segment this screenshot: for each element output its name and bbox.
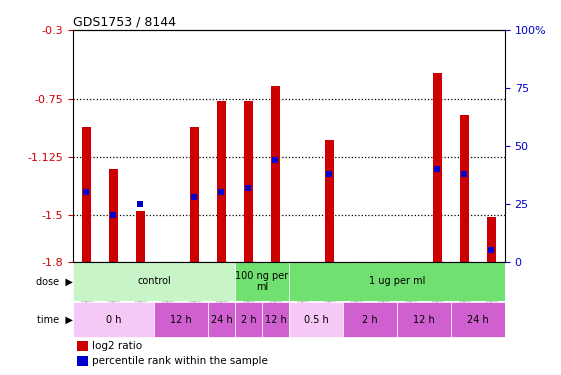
- Text: 12 h: 12 h: [265, 315, 286, 324]
- Text: 24 h: 24 h: [210, 315, 232, 324]
- Text: 2 h: 2 h: [362, 315, 378, 324]
- Text: 2 h: 2 h: [241, 315, 256, 324]
- Bar: [217, 101, 226, 262]
- Bar: [451, 302, 505, 337]
- Bar: [397, 302, 451, 337]
- Bar: [190, 127, 199, 262]
- Text: percentile rank within the sample: percentile rank within the sample: [93, 356, 268, 366]
- Bar: [235, 302, 262, 337]
- Bar: [487, 217, 496, 262]
- Bar: [289, 302, 343, 337]
- Text: 0 h: 0 h: [105, 315, 121, 324]
- Bar: [325, 140, 334, 262]
- Bar: [136, 211, 145, 262]
- Bar: [77, 341, 88, 351]
- Bar: [243, 101, 253, 262]
- Bar: [433, 73, 442, 262]
- Text: dose  ▶: dose ▶: [36, 276, 73, 286]
- Text: 1 ug per ml: 1 ug per ml: [369, 276, 425, 286]
- Bar: [82, 127, 91, 262]
- Bar: [77, 356, 88, 366]
- Text: GDS1753 / 8144: GDS1753 / 8144: [73, 16, 176, 29]
- Bar: [208, 302, 235, 337]
- Bar: [73, 302, 154, 337]
- Text: 100 ng per
ml: 100 ng per ml: [235, 271, 288, 292]
- Bar: [109, 169, 118, 262]
- Bar: [73, 262, 235, 300]
- Text: 12 h: 12 h: [170, 315, 192, 324]
- Bar: [154, 302, 208, 337]
- Bar: [289, 262, 505, 300]
- Bar: [235, 262, 289, 300]
- Bar: [343, 302, 397, 337]
- Bar: [262, 302, 289, 337]
- Bar: [271, 86, 280, 262]
- Bar: [459, 115, 469, 262]
- Text: control: control: [137, 276, 171, 286]
- Text: time  ▶: time ▶: [37, 315, 73, 324]
- Text: 0.5 h: 0.5 h: [304, 315, 328, 324]
- Text: 12 h: 12 h: [413, 315, 435, 324]
- Text: log2 ratio: log2 ratio: [93, 341, 142, 351]
- Text: 24 h: 24 h: [467, 315, 489, 324]
